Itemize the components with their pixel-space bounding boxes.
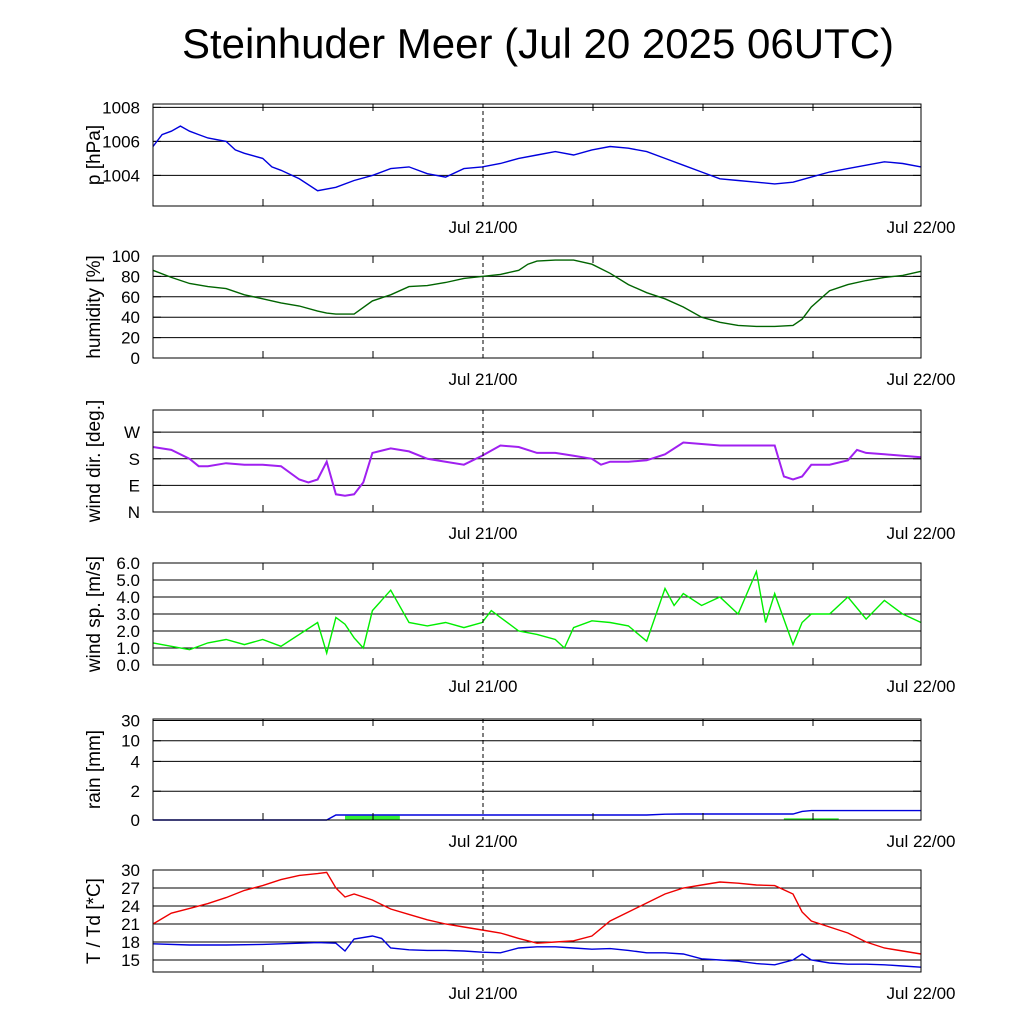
series-line-1 — [152, 125, 922, 192]
x-tick-label: Jul 22/00 — [887, 524, 956, 543]
y-tick-label: 2.0 — [116, 622, 140, 641]
series-line-1 — [152, 569, 922, 656]
plot-frame — [152, 103, 922, 207]
y-tick-label: 21 — [121, 915, 140, 934]
series-line-1 — [152, 441, 922, 497]
x-tick-label: Jul 21/00 — [449, 832, 518, 851]
series-line-1 — [152, 259, 922, 328]
y-tick-label: N — [128, 503, 140, 522]
y-axis-label: wind dir. [deg.] — [84, 400, 105, 524]
series-line-2 — [152, 935, 922, 968]
y-tick-label: 0.0 — [116, 656, 140, 675]
y-tick-label: 0 — [131, 349, 140, 368]
y-axis-label: rain [mm] — [84, 730, 105, 809]
y-tick-label: 10 — [121, 732, 140, 751]
y-tick-label: S — [129, 450, 140, 469]
y-tick-label: 30 — [121, 712, 140, 731]
y-tick-label: 80 — [121, 267, 140, 286]
y-tick-label: W — [124, 423, 140, 442]
y-tick-label: 18 — [121, 933, 140, 952]
chart-title: Steinhuder Meer (Jul 20 2025 06UTC) — [181, 20, 895, 67]
y-axis-label: p [hPa] — [84, 125, 105, 185]
y-axis-label: wind sp. [m/s] — [84, 556, 105, 673]
x-tick-label: Jul 22/00 — [887, 832, 956, 851]
y-tick-label: 1.0 — [116, 639, 140, 658]
x-tick-label: Jul 21/00 — [449, 370, 518, 389]
plot-frame — [152, 718, 922, 821]
y-axis-label: humidity [%] — [84, 255, 105, 358]
y-tick-label: 5.0 — [116, 571, 140, 590]
y-tick-label: 2 — [131, 782, 140, 801]
y-tick-label: 6.0 — [116, 554, 140, 573]
panel-1: 1004 1006 1008 Jul 21/00 Jul 22/00 p [hPa] — [84, 98, 956, 237]
y-tick-label: 3.0 — [116, 605, 140, 624]
y-tick-label: E — [129, 476, 140, 495]
rain-bar — [345, 815, 400, 820]
x-tick-label: Jul 21/00 — [449, 677, 518, 696]
y-tick-label: 1006 — [102, 132, 140, 151]
y-tick-label: 100 — [112, 247, 140, 266]
x-tick-label: Jul 22/00 — [887, 218, 956, 237]
series-line-1 — [152, 871, 922, 955]
y-tick-label: 1008 — [102, 98, 140, 117]
series-line-1 — [153, 809, 921, 821]
x-tick-label: Jul 21/00 — [449, 984, 518, 1003]
plot-frame — [152, 562, 922, 666]
y-tick-label: 15 — [121, 951, 140, 970]
y-tick-label: 1004 — [102, 166, 140, 185]
y-tick-label: 40 — [121, 308, 140, 327]
rain-bar — [783, 818, 839, 820]
plot-frame — [152, 255, 922, 359]
x-tick-label: Jul 22/00 — [887, 984, 956, 1003]
x-tick-label: Jul 21/00 — [449, 218, 518, 237]
y-axis-label: T / Td [*C] — [84, 878, 105, 964]
y-tick-label: 27 — [121, 879, 140, 898]
y-tick-label: 60 — [121, 288, 140, 307]
y-tick-label: 4.0 — [116, 588, 140, 607]
y-tick-label: 4 — [131, 752, 140, 771]
panel-4: 0.01.02.03.04.05.06.0 Jul 21/00 Jul 22/00 w… — [84, 554, 956, 696]
y-tick-label: 0 — [131, 811, 140, 830]
x-tick-label: Jul 21/00 — [449, 524, 518, 543]
plot-frame — [152, 869, 922, 973]
x-tick-label: Jul 22/00 — [887, 370, 956, 389]
y-tick-label: 30 — [121, 861, 140, 880]
y-tick-label: 24 — [121, 897, 140, 916]
x-tick-label: Jul 22/00 — [887, 677, 956, 696]
y-tick-label: 20 — [121, 329, 140, 348]
plot-frame — [152, 409, 922, 513]
